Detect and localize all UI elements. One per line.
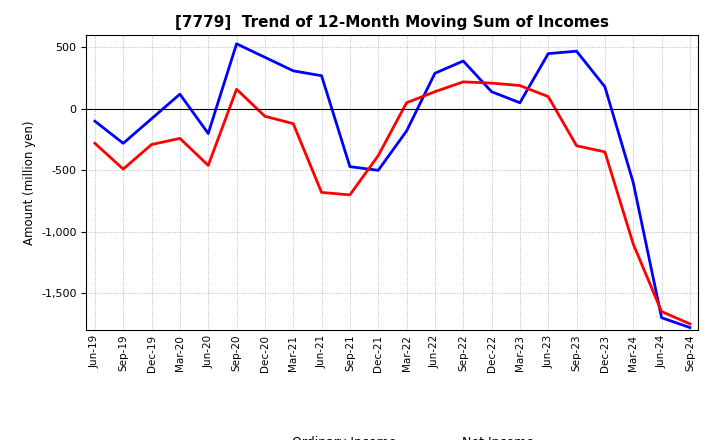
Ordinary Income [318,73,326,78]
Ordinary Income [176,92,184,97]
Net Income [233,87,241,92]
Ordinary Income [261,55,269,60]
Net Income [289,121,297,126]
Net Income [346,192,354,198]
Net Income [148,142,156,147]
Ordinary Income [431,71,439,76]
Ordinary Income [204,131,212,136]
Net Income [318,190,326,195]
Net Income [572,143,581,148]
Net Income [459,79,467,84]
Net Income [374,153,382,158]
Ordinary Income [119,141,127,146]
Legend: Ordinary Income, Net Income: Ordinary Income, Net Income [246,431,539,440]
Line: Net Income: Net Income [95,82,690,324]
Net Income [657,309,666,314]
Net Income [544,94,552,99]
Net Income [516,83,524,88]
Ordinary Income [402,128,411,134]
Net Income [685,321,694,326]
Ordinary Income [289,68,297,73]
Ordinary Income [233,41,241,47]
Line: Ordinary Income: Ordinary Income [95,44,690,327]
Net Income [487,81,496,86]
Title: [7779]  Trend of 12-Month Moving Sum of Incomes: [7779] Trend of 12-Month Moving Sum of I… [176,15,609,30]
Net Income [402,100,411,106]
Net Income [629,242,637,247]
Net Income [91,141,99,146]
Ordinary Income [374,168,382,173]
Ordinary Income [572,48,581,54]
Y-axis label: Amount (million yen): Amount (million yen) [22,121,35,245]
Ordinary Income [487,89,496,94]
Ordinary Income [600,84,609,89]
Ordinary Income [459,59,467,64]
Ordinary Income [657,315,666,320]
Ordinary Income [346,164,354,169]
Ordinary Income [91,118,99,124]
Net Income [600,149,609,154]
Net Income [176,136,184,141]
Ordinary Income [629,180,637,185]
Ordinary Income [148,116,156,121]
Ordinary Income [516,100,524,106]
Net Income [261,114,269,119]
Ordinary Income [685,325,694,330]
Ordinary Income [544,51,552,56]
Net Income [431,89,439,94]
Net Income [204,163,212,168]
Net Income [119,166,127,172]
